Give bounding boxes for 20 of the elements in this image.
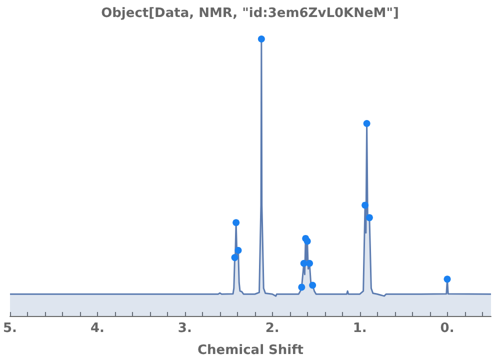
point	[234, 246, 242, 254]
point	[306, 260, 314, 267]
x-tick-label: 5.	[3, 321, 17, 336]
point	[363, 120, 370, 127]
x-tick-label: 1.	[352, 321, 367, 336]
chart-title: Object[Data, NMR, "id:3em6ZvL0KNeM"]	[101, 6, 399, 21]
point	[258, 36, 265, 42]
point	[362, 202, 369, 209]
point	[366, 214, 373, 222]
point	[304, 238, 311, 245]
point	[444, 276, 451, 283]
x-axis-title: Chemical Shift	[197, 343, 304, 358]
x-tick-label: 4.	[90, 321, 104, 336]
point	[298, 284, 306, 291]
x-tick-label: 3.	[178, 321, 192, 336]
x-tick-label: 2.	[265, 321, 280, 336]
x-tick-label: 0.	[440, 321, 454, 336]
point	[309, 282, 316, 289]
point	[231, 254, 238, 262]
point	[232, 219, 240, 226]
